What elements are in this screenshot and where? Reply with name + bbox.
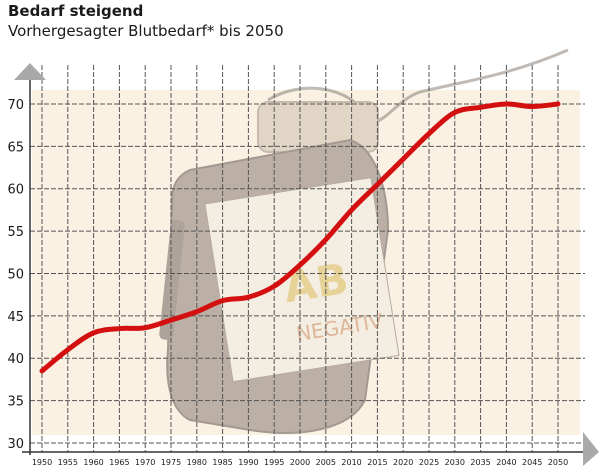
bag-label-panel (204, 177, 400, 383)
x-tick-label: 1975 (161, 458, 181, 466)
y-tick-label: 35 (7, 395, 24, 410)
series-layer (39, 101, 561, 374)
chart-title: Bedarf steigend (8, 2, 144, 20)
x-tick-label: 2040 (496, 458, 516, 466)
chart-subtitle: Vorhergesagter Blutbedarf* bis 2050 (8, 22, 284, 40)
x-tick-label: 1980 (187, 458, 207, 466)
x-axis-arrow-icon (583, 432, 599, 466)
x-tick-label: 2050 (548, 458, 568, 466)
tick-labels: 30 35 40 45 50 55 60 65 70 1950 1955 1960 1965 1970 19… (7, 98, 568, 466)
y-tick-label: 55 (7, 225, 24, 240)
grid (30, 65, 585, 452)
y-tick-label: 30 (7, 437, 24, 452)
bag-side-tube (159, 220, 185, 340)
y-tick-label: 40 (7, 352, 24, 367)
y-tick-label: 65 (7, 140, 24, 155)
x-tick-label: 2000 (290, 458, 310, 466)
x-tick-label: 2035 (470, 458, 490, 466)
y-tick-label: 70 (7, 98, 24, 113)
x-tick-label: 1995 (264, 458, 284, 466)
bag-blood-group-label: AB (280, 254, 351, 312)
bag-tube (267, 48, 569, 123)
x-tick-label: 1985 (212, 458, 232, 466)
x-tick-label: 2020 (393, 458, 413, 466)
x-tick-label: 1990 (238, 458, 258, 466)
y-axis-arrow-icon (14, 63, 46, 80)
x-tick-label: 2005 (316, 458, 336, 466)
x-tick-label: 1960 (83, 458, 103, 466)
x-tick-label: 2030 (445, 458, 465, 466)
axes (14, 63, 599, 466)
x-tick-label: 2025 (419, 458, 439, 466)
y-tick-label: 50 (7, 267, 24, 282)
x-tick-label: 1965 (109, 458, 129, 466)
series-line (39, 101, 561, 374)
y-tick-label: 45 (7, 310, 24, 325)
x-tick-label: 2015 (367, 458, 387, 466)
x-tick-label: 2045 (522, 458, 542, 466)
y-tick-label: 60 (7, 183, 24, 198)
x-tick-label: 2010 (341, 458, 361, 466)
x-tick-label: 1950 (32, 458, 52, 466)
x-tick-label: 1970 (135, 458, 155, 466)
x-tick-label: 1955 (58, 458, 78, 466)
